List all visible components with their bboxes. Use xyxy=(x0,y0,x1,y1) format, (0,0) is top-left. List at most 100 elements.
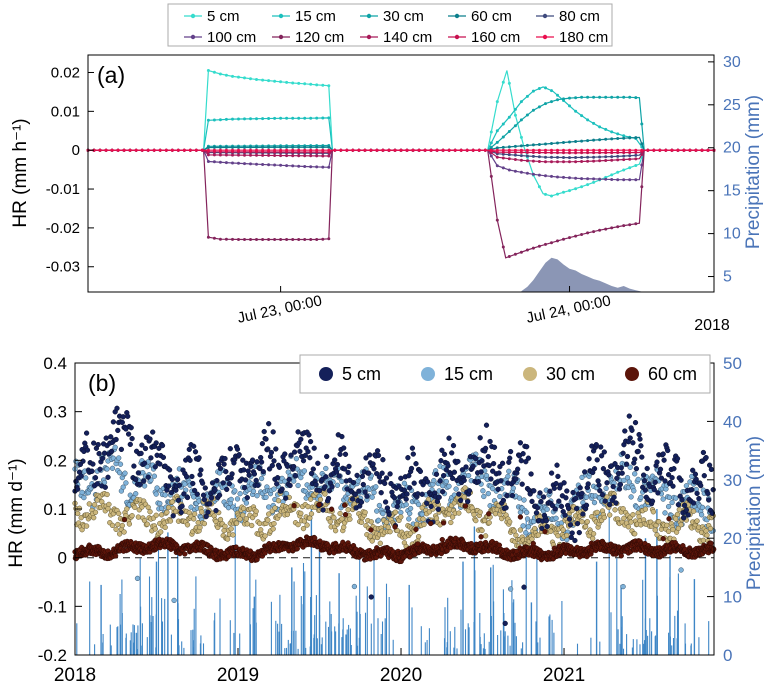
panel-b-ylabel-left: HR (mm d⁻¹) xyxy=(6,458,27,567)
x-tick-label: Jul 23, 00:00 xyxy=(236,292,324,326)
panel-a-year-label: 2018 xyxy=(694,317,730,334)
legend-item-160cm: 160 cm xyxy=(448,29,520,46)
panel-a-legend: 5 cm 15 cm 30 cm 60 cm 80 cm 100 cm 120 cm 140 … xyxy=(167,3,613,47)
y-left-tick-label: 0 xyxy=(72,142,80,159)
y-left-tick-label: -0.03 xyxy=(46,259,80,276)
panel-b-tag: (b) xyxy=(88,370,116,396)
y-right-tick-label: 10 xyxy=(723,226,741,243)
panel-a-axes-box xyxy=(87,54,715,293)
panel-b-legend-box xyxy=(299,354,711,394)
scatter-series-30cm xyxy=(72,485,716,551)
panel-a-chart: 0.02 0.01 0 -0.01 -0.02 -0.03 30 25 20 15 10 5 Jul 2… xyxy=(10,3,764,334)
y-right-tick-label: 15 xyxy=(723,183,741,200)
series-30cm xyxy=(86,95,716,152)
legend-item-180cm: 180 cm xyxy=(536,29,608,46)
series-15cm xyxy=(86,86,716,152)
panel-a-content: 0.02 0.01 0 -0.01 -0.02 -0.03 30 25 20 15 10 5 Jul 2… xyxy=(46,3,741,327)
series-100cm xyxy=(86,148,716,182)
precipitation-area xyxy=(521,257,642,292)
panel-a-ticks: 0.02 0.01 0 -0.01 -0.02 -0.03 30 25 20 15 10 5 Jul 2… xyxy=(46,54,741,327)
panel-a-ylabel-left: HR (mm h⁻¹) xyxy=(10,118,31,227)
y-left-tick-label: 0.2 xyxy=(43,451,67,470)
legend-item-60cm: 60 cm xyxy=(625,364,697,384)
legend-item-30cm: 30 cm xyxy=(523,364,595,384)
panel-a-tag: (a) xyxy=(97,62,125,88)
legend-item-label: 5 cm xyxy=(342,364,381,384)
legend-marker-icon xyxy=(454,34,460,40)
legend-item-label: 120 cm xyxy=(295,29,344,46)
legend-item-30cm: 30 cm xyxy=(360,8,424,25)
x-tick-label: 2019 xyxy=(217,665,259,686)
legend-item-label: 30 cm xyxy=(546,364,595,384)
panel-b-content: -0.2 -0.1 0 0.1 0.2 0.3 0.4 0 10 20 30 40 50 2018 2019… xyxy=(38,354,742,686)
panel-a-ylabel-right: Precipitation (mm) xyxy=(743,95,764,249)
x-tick-label: 2021 xyxy=(543,665,585,686)
legend-marker-icon xyxy=(454,13,460,19)
legend-item-80cm: 80 cm xyxy=(536,8,600,25)
legend-marker-icon xyxy=(421,367,435,381)
y-left-tick-label: -0.01 xyxy=(46,181,80,198)
legend-marker-icon xyxy=(523,367,537,381)
panel-b-legend: 5 cm 15 cm 30 cm 60 cm xyxy=(299,354,711,394)
legend-marker-icon xyxy=(278,13,284,19)
y-right-tick-label: 5 xyxy=(723,269,732,286)
y-left-tick-label: 0.01 xyxy=(51,103,80,120)
legend-marker-icon xyxy=(278,34,284,40)
series-120cm xyxy=(86,148,716,259)
series-5cm xyxy=(86,69,716,198)
y-right-tick-label: 30 xyxy=(723,471,742,490)
x-tick-label: Jul 24, 00:00 xyxy=(525,292,613,326)
legend-marker-icon xyxy=(190,13,196,19)
legend-item-5cm: 5 cm xyxy=(184,8,240,25)
y-right-tick-label: 50 xyxy=(723,354,742,373)
legend-item-60cm: 60 cm xyxy=(448,8,512,25)
legend-item-label: 100 cm xyxy=(207,29,256,46)
y-left-tick-label: -0.1 xyxy=(38,597,67,616)
scatter-series-60cm xyxy=(72,501,717,565)
y-right-tick-label: 30 xyxy=(723,54,741,71)
legend-marker-icon xyxy=(319,367,333,381)
legend-item-15cm: 15 cm xyxy=(272,8,336,25)
y-left-tick-label: 0.3 xyxy=(43,403,67,422)
y-right-tick-label: 20 xyxy=(723,529,742,548)
y-left-tick-label: 0.02 xyxy=(51,64,80,81)
legend-item-120cm: 120 cm xyxy=(272,29,344,46)
panel-b-ticks: -0.2 -0.1 0 0.1 0.2 0.3 0.4 0 10 20 30 40 50 2018 2019… xyxy=(38,354,742,686)
y-left-tick-label: 0.4 xyxy=(43,354,67,373)
y-right-tick-label: 40 xyxy=(723,412,742,431)
legend-item-label: 60 cm xyxy=(471,8,512,25)
x-tick-label: 2020 xyxy=(380,665,422,686)
y-left-tick-label: 0.1 xyxy=(43,500,67,519)
panel-b-ylabel-right: Precipitation (mm) xyxy=(744,436,765,590)
panel-a-legend-box xyxy=(167,3,613,47)
y-left-tick-label: -0.02 xyxy=(46,220,80,237)
legend-item-label: 15 cm xyxy=(444,364,493,384)
legend-item-label: 60 cm xyxy=(648,364,697,384)
legend-marker-icon xyxy=(366,13,372,19)
legend-marker-icon xyxy=(542,13,548,19)
y-right-tick-label: 10 xyxy=(723,588,742,607)
panel-b-chart: -0.2 -0.1 0 0.1 0.2 0.3 0.4 0 10 20 30 40 50 2018 2019… xyxy=(6,354,765,686)
legend-item-100cm: 100 cm xyxy=(184,29,256,46)
y-right-tick-label: 0 xyxy=(723,646,732,665)
y-left-tick-label: 0 xyxy=(58,549,67,568)
legend-item-label: 180 cm xyxy=(559,29,608,46)
legend-item-label: 15 cm xyxy=(295,8,336,25)
x-tick-label: 2018 xyxy=(54,665,96,686)
y-left-tick-label: -0.2 xyxy=(38,646,67,665)
series-180cm xyxy=(86,148,716,152)
y-right-tick-label: 20 xyxy=(723,140,741,157)
scatter-series-5cm xyxy=(72,405,716,627)
legend-item-label: 80 cm xyxy=(559,8,600,25)
legend-item-label: 160 cm xyxy=(471,29,520,46)
legend-marker-icon xyxy=(625,367,639,381)
legend-item-label: 140 cm xyxy=(383,29,432,46)
legend-item-label: 30 cm xyxy=(383,8,424,25)
legend-item-label: 5 cm xyxy=(207,8,240,25)
y-right-tick-label: 25 xyxy=(723,97,741,114)
legend-marker-icon xyxy=(366,34,372,40)
legend-item-15cm: 15 cm xyxy=(421,364,493,384)
legend-item-5cm: 5 cm xyxy=(319,364,381,384)
legend-marker-icon xyxy=(542,34,548,40)
